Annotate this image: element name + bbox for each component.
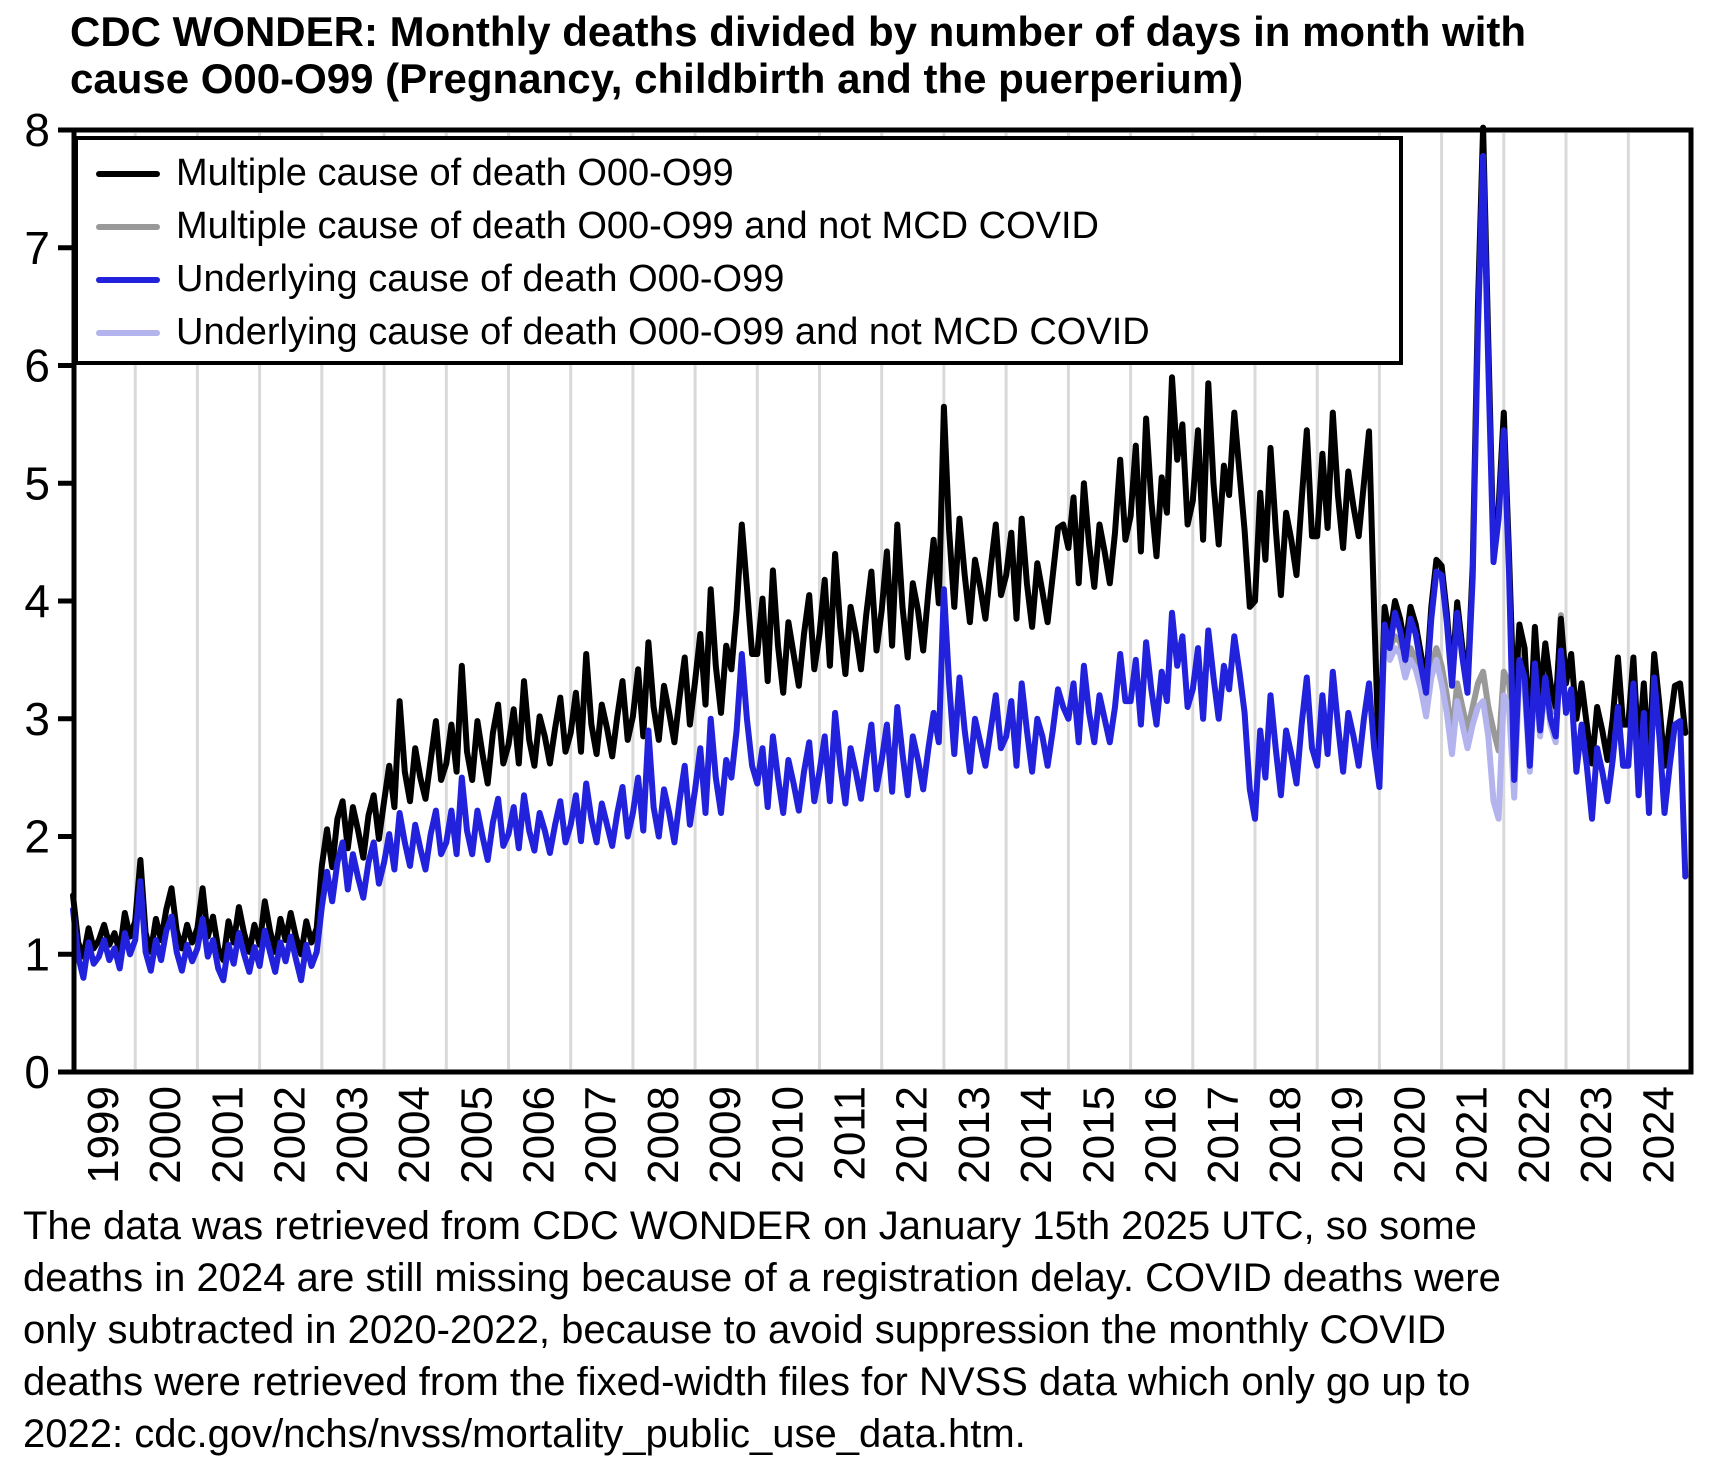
legend-item-ucd: Underlying cause of death O00-O99 [96,253,1399,306]
legend-label: Underlying cause of death O00-O99 [176,258,785,300]
x-tick-label-2008: 2008 [639,1086,688,1184]
x-tick-label-2005: 2005 [452,1086,501,1184]
y-axis-labels: 0 1 2 3 4 5 6 7 8 [24,104,50,1098]
x-axis-labels: 1999 2000 2001 2002 2003 2004 2005 2006 2007 2008… [79,1086,1683,1184]
legend-label: Underlying cause of death O00-O99 and no… [176,311,1150,353]
legend-item-mcd: Multiple cause of death O00-O99 [96,147,1399,200]
footnote-line: The data was retrieved from CDC WONDER o… [23,1204,1477,1248]
y-tick-label-1: 1 [24,928,50,980]
x-tick-label-2010: 2010 [763,1086,812,1184]
legend-item-ucd-not-covid: Underlying cause of death O00-O99 and no… [96,306,1399,359]
y-tick-label-6: 6 [24,340,50,392]
x-tick-label-2021: 2021 [1448,1086,1497,1184]
y-tick-label-3: 3 [24,693,50,745]
chart-title: CDC WONDER: Monthly deaths divided by nu… [70,8,1710,102]
series-lines [70,124,1689,984]
mcd-line-swatch [96,170,160,177]
y-tick-label-7: 7 [24,222,50,274]
ucd-line-swatch [96,276,160,283]
footnote-line: 2022: cdc.gov/nchs/nvss/mortality_public… [23,1412,1026,1456]
x-tick-label-2001: 2001 [203,1086,252,1184]
legend-label: Multiple cause of death O00-O99 and not … [176,205,1100,247]
footnote-line: only subtracted in 2020-2022, because to… [23,1308,1447,1352]
footnote: The data was retrieved from CDC WONDER o… [23,1200,1693,1460]
x-tick-label-2004: 2004 [390,1086,439,1184]
x-tick-label-1999: 1999 [79,1086,128,1184]
x-tick-label-2024: 2024 [1634,1086,1683,1184]
series-line-2 [70,152,1689,984]
x-tick-label-2019: 2019 [1323,1086,1372,1184]
x-tick-label-2014: 2014 [1012,1086,1061,1184]
y-tick-label-2: 2 [24,811,50,863]
chart-title-line2: cause O00-O99 (Pregnancy, childbirth and… [70,55,1244,102]
footnote-line: deaths in 2024 are still missing because… [23,1256,1501,1300]
footnote-line: deaths were retrieved from the fixed-wid… [23,1360,1471,1404]
ucd-not-covid-line-swatch [96,329,160,336]
y-tick-label-5: 5 [24,457,50,509]
x-tick-label-2012: 2012 [888,1086,937,1184]
x-tick-label-2023: 2023 [1572,1086,1621,1184]
x-tick-label-2022: 2022 [1510,1086,1559,1184]
x-tick-label-2003: 2003 [328,1086,377,1184]
x-tick-label-2000: 2000 [141,1086,190,1184]
x-tick-label-2020: 2020 [1385,1086,1434,1184]
mcd-not-covid-line-swatch [96,223,160,230]
y-axis-ticks [58,127,74,1075]
chart-title-line1: CDC WONDER: Monthly deaths divided by nu… [70,8,1527,55]
legend-item-mcd-not-covid: Multiple cause of death O00-O99 and not … [96,200,1399,253]
y-tick-label-4: 4 [24,575,50,627]
x-tick-label-2007: 2007 [577,1086,626,1184]
x-tick-label-2018: 2018 [1261,1086,1310,1184]
x-tick-label-2015: 2015 [1074,1086,1123,1184]
x-tick-label-2011: 2011 [826,1086,875,1181]
x-tick-label-2017: 2017 [1199,1086,1248,1184]
x-tick-label-2002: 2002 [266,1086,315,1184]
x-tick-label-2013: 2013 [950,1086,999,1184]
x-tick-label-2009: 2009 [701,1086,750,1184]
y-tick-label-8: 8 [24,104,50,156]
x-tick-label-2016: 2016 [1137,1086,1186,1184]
x-tick-label-2006: 2006 [514,1086,563,1184]
y-tick-label-0: 0 [24,1046,50,1098]
legend-label: Multiple cause of death O00-O99 [176,152,734,194]
legend: Multiple cause of death O00-O99 Multiple… [74,136,1403,365]
